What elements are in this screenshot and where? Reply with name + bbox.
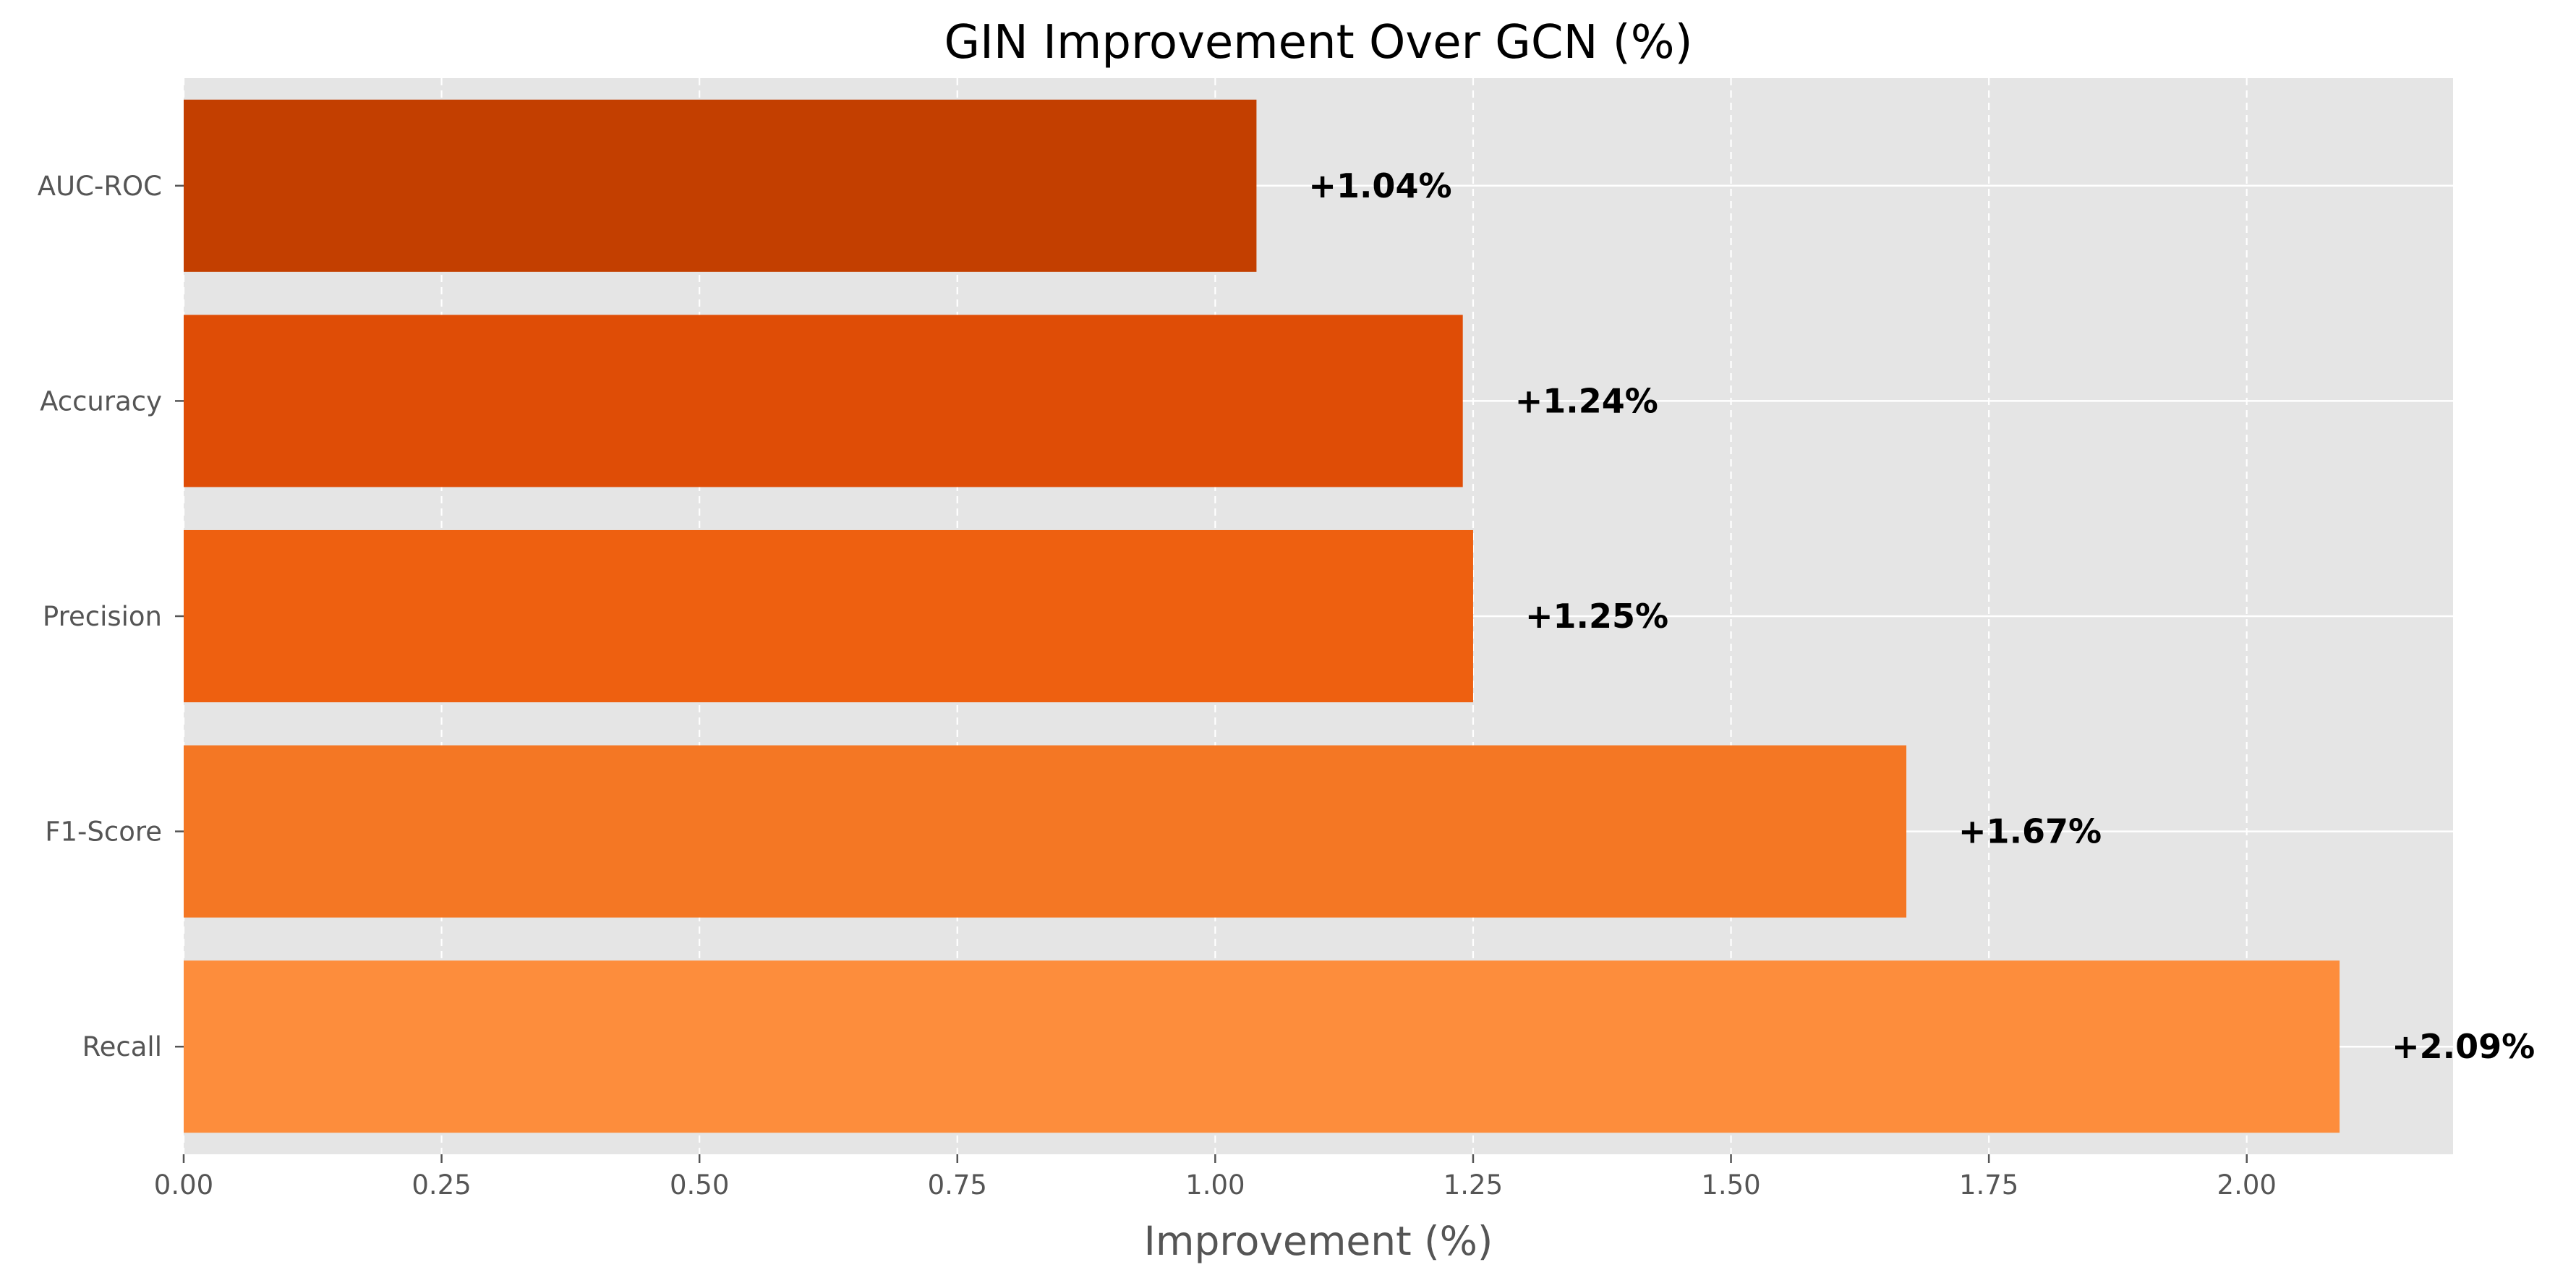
bar <box>184 315 1463 487</box>
x-axis: 0.00 0.25 0.50 0.75 1.00 1.25 1.50 1.75 2.00 <box>154 1154 2277 1201</box>
bar <box>184 745 1907 918</box>
x-tick-label: 0.75 <box>928 1169 987 1201</box>
bar-value-label: +2.09% <box>2392 1027 2535 1066</box>
y-tick-label: Recall <box>82 1031 162 1062</box>
bar-value-label: +1.04% <box>1308 166 1451 205</box>
bar-value-label: +1.25% <box>1525 597 1668 636</box>
y-axis: AUC-ROC Accuracy Precision F1-Score Recall <box>38 171 184 1062</box>
x-tick-label: 2.00 <box>2217 1169 2277 1201</box>
chart-title: GIN Improvement Over GCN (%) <box>944 16 1692 69</box>
x-axis-label: Improvement (%) <box>1144 1218 1493 1264</box>
bar-value-label: +1.67% <box>1958 812 2102 851</box>
x-tick-label: 1.75 <box>1959 1169 2018 1201</box>
x-tick-label: 1.50 <box>1701 1169 1760 1201</box>
y-tick-label: F1-Score <box>45 817 162 848</box>
x-tick-label: 0.50 <box>670 1169 729 1201</box>
bar <box>184 960 2340 1133</box>
x-tick-label: 1.25 <box>1443 1169 1503 1201</box>
data-labels: +1.04% +1.24% +1.25% +1.67% +2.09% <box>1308 166 2535 1066</box>
bars <box>184 99 2340 1133</box>
bar <box>184 529 1473 703</box>
x-tick-label: 0.00 <box>154 1169 213 1201</box>
y-tick-label: Accuracy <box>40 385 162 417</box>
bar <box>184 99 1257 272</box>
x-tick-label: 0.25 <box>411 1169 471 1201</box>
y-tick-label: AUC-ROC <box>38 171 162 202</box>
x-tick-label: 1.00 <box>1185 1169 1245 1201</box>
bar-value-label: +1.24% <box>1515 381 1658 420</box>
y-tick-label: Precision <box>43 601 162 632</box>
